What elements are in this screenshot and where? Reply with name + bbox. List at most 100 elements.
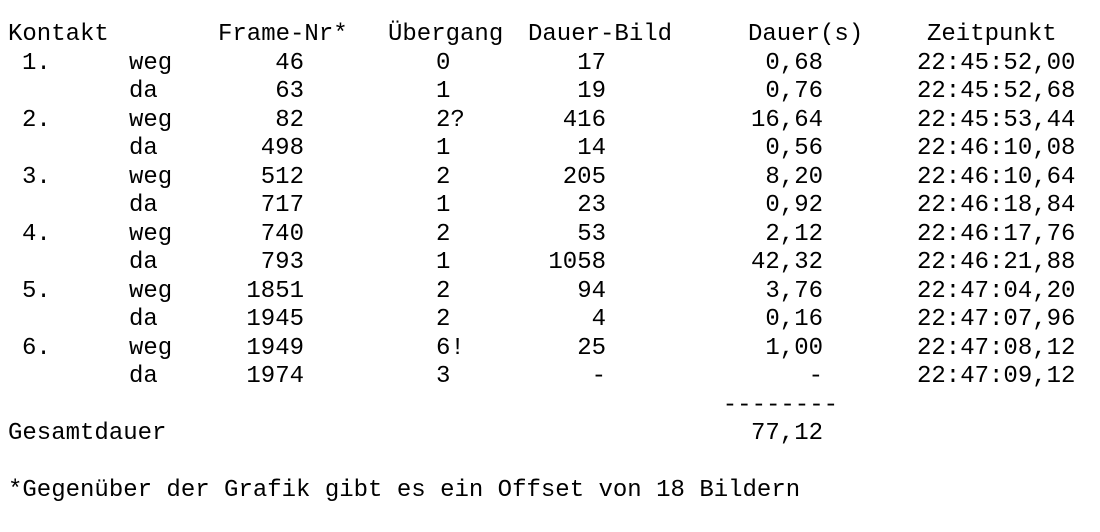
column-header-dauer-bild: Dauer-Bild <box>528 21 673 48</box>
total-separator: -------- <box>722 391 838 419</box>
cell-uebergang: 0 <box>436 49 451 77</box>
table-row: 5. weg 1851 2 94 3,76 22:47:04,20 <box>0 278 1100 307</box>
cell-uebergang: 1 <box>436 78 451 105</box>
table-row: da 717 1 23 0,92 22:46:18,84 <box>0 192 1100 221</box>
footnote-row: *Gegenüber der Grafik gibt es ein Offset… <box>0 477 1100 506</box>
cell-uebergang: 2 <box>436 277 451 305</box>
total-label: Gesamtdauer <box>8 420 167 447</box>
cell-state: weg <box>129 220 173 248</box>
table-header-row: Kontakt Frame-Nr* Übergang Dauer-Bild Da… <box>0 21 1100 50</box>
cell-kontakt-num: 6. <box>22 334 51 362</box>
total-value: 77,12 <box>750 420 823 447</box>
cell-dauer-bild: 416 <box>562 106 606 134</box>
cell-zeitpunkt: 22:45:52,00 <box>917 49 1076 77</box>
cell-dauer-bild: 17 <box>577 49 606 77</box>
cell-frame-nr: 512 <box>260 163 304 191</box>
cell-zeitpunkt: 22:46:10,64 <box>917 163 1076 191</box>
table-row: da 793 1 1058 42,32 22:46:21,88 <box>0 249 1100 278</box>
cell-dauer-s: 42,32 <box>750 249 823 276</box>
cell-zeitpunkt: 22:47:07,96 <box>917 306 1076 333</box>
table-row: 2. weg 82 2? 416 16,64 22:45:53,44 <box>0 107 1100 136</box>
cell-dauer-bild: 19 <box>577 78 606 105</box>
cell-dauer-s: 0,68 <box>765 49 823 77</box>
cell-state: weg <box>129 49 173 77</box>
cell-frame-nr: 82 <box>275 106 304 134</box>
cell-zeitpunkt: 22:45:52,68 <box>917 78 1076 105</box>
cell-dauer-s: 0,56 <box>765 135 823 162</box>
cell-dauer-s: 16,64 <box>750 106 823 134</box>
total-separator-row: -------- <box>0 392 1100 421</box>
cell-uebergang: 2 <box>436 306 451 333</box>
cell-frame-nr: 1945 <box>246 306 304 333</box>
cell-kontakt-num: 5. <box>22 277 51 305</box>
cell-uebergang: 2 <box>436 163 451 191</box>
total-row: Gesamtdauer 77,12 <box>0 420 1100 449</box>
cell-uebergang: 1 <box>436 249 451 276</box>
cell-zeitpunkt: 22:47:09,12 <box>917 363 1076 390</box>
cell-dauer-s: 0,92 <box>765 192 823 219</box>
table-row: 3. weg 512 2 205 8,20 22:46:10,64 <box>0 164 1100 193</box>
cell-kontakt-num: 4. <box>22 220 51 248</box>
footnote: *Gegenüber der Grafik gibt es ein Offset… <box>8 477 801 504</box>
cell-frame-nr: 1974 <box>246 363 304 390</box>
cell-dauer-s: 0,16 <box>765 306 823 333</box>
cell-dauer-bild: 53 <box>577 220 606 248</box>
cell-kontakt-num: 1. <box>22 49 51 77</box>
column-header-frame-nr: Frame-Nr* <box>218 21 348 48</box>
cell-state: da <box>129 135 158 162</box>
cell-dauer-bild: 205 <box>562 163 606 191</box>
cell-uebergang: 2 <box>436 220 451 248</box>
cell-dauer-bild: - <box>591 363 606 390</box>
cell-frame-nr: 46 <box>275 49 304 77</box>
cell-dauer-s: 8,20 <box>765 163 823 191</box>
cell-zeitpunkt: 22:47:04,20 <box>917 277 1076 305</box>
cell-state: da <box>129 192 158 219</box>
table-row: da 1945 2 4 0,16 22:47:07,96 <box>0 306 1100 335</box>
cell-uebergang: 1 <box>436 135 451 162</box>
cell-dauer-bild: 14 <box>577 135 606 162</box>
blank-line <box>0 449 1100 478</box>
table-row: 4. weg 740 2 53 2,12 22:46:17,76 <box>0 221 1100 250</box>
cell-uebergang: 6! <box>436 334 465 362</box>
cell-frame-nr: 740 <box>260 220 304 248</box>
cell-frame-nr: 498 <box>260 135 304 162</box>
cell-state: weg <box>129 277 173 305</box>
table-row: da 1974 3 - - 22:47:09,12 <box>0 363 1100 392</box>
table-row: da 498 1 14 0,56 22:46:10,08 <box>0 135 1100 164</box>
cell-frame-nr: 63 <box>275 78 304 105</box>
table-row: 1. weg 46 0 17 0,68 22:45:52,00 <box>0 50 1100 79</box>
cell-uebergang: 2? <box>436 106 465 134</box>
cell-dauer-bild: 25 <box>577 334 606 362</box>
cell-frame-nr: 717 <box>260 192 304 219</box>
cell-state: weg <box>129 334 173 362</box>
cell-state: da <box>129 249 158 276</box>
cell-kontakt-num: 2. <box>22 106 51 134</box>
cell-frame-nr: 793 <box>260 249 304 276</box>
cell-state: da <box>129 306 158 333</box>
cell-zeitpunkt: 22:46:10,08 <box>917 135 1076 162</box>
cell-state: da <box>129 363 158 390</box>
cell-dauer-bild: 23 <box>577 192 606 219</box>
cell-dauer-bild: 94 <box>577 277 606 305</box>
cell-dauer-s: - <box>808 363 823 390</box>
cell-zeitpunkt: 22:46:21,88 <box>917 249 1076 276</box>
column-header-uebergang: Übergang <box>388 21 504 48</box>
column-header-dauer-s: Dauer(s) <box>748 21 864 48</box>
cell-state: da <box>129 78 158 105</box>
cell-zeitpunkt: 22:45:53,44 <box>917 106 1076 134</box>
cell-dauer-s: 0,76 <box>765 78 823 105</box>
cell-dauer-s: 3,76 <box>765 277 823 305</box>
cell-zeitpunkt: 22:47:08,12 <box>917 334 1076 362</box>
cell-dauer-s: 2,12 <box>765 220 823 248</box>
column-header-kontakt: Kontakt <box>8 21 109 48</box>
cell-dauer-bild: 1058 <box>548 249 606 276</box>
cell-frame-nr: 1949 <box>246 334 304 362</box>
cell-state: weg <box>129 106 173 134</box>
table-row: da 63 1 19 0,76 22:45:52,68 <box>0 78 1100 107</box>
cell-frame-nr: 1851 <box>246 277 304 305</box>
cell-dauer-s: 1,00 <box>765 334 823 362</box>
cell-uebergang: 1 <box>436 192 451 219</box>
cell-zeitpunkt: 22:46:18,84 <box>917 192 1076 219</box>
cell-uebergang: 3 <box>436 363 451 390</box>
